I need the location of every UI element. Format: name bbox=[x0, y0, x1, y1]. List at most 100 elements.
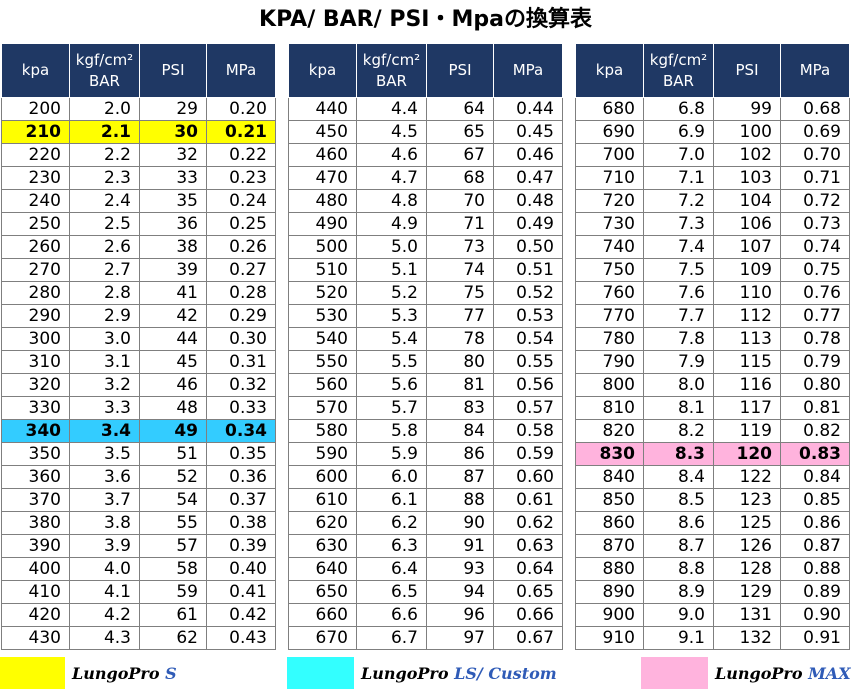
cell-mpa: 0.63 bbox=[493, 534, 563, 558]
cell-kpa: 450 bbox=[288, 120, 357, 144]
table-row: 370 3.7 54 0.37 bbox=[1, 488, 276, 512]
cell-bar: 6.2 bbox=[356, 511, 427, 535]
cell-psi: 71 bbox=[426, 212, 494, 236]
cell-kpa: 410 bbox=[1, 580, 70, 604]
table-row: 540 5.4 78 0.54 bbox=[288, 327, 563, 351]
cell-kpa: 350 bbox=[1, 442, 70, 466]
table-row: 310 3.1 45 0.31 bbox=[1, 350, 276, 374]
cell-kpa: 860 bbox=[575, 511, 644, 535]
cell-mpa: 0.40 bbox=[206, 557, 276, 581]
header-kpa: kpa bbox=[575, 43, 644, 98]
cell-mpa: 0.53 bbox=[493, 304, 563, 328]
cell-kpa: 430 bbox=[1, 626, 70, 650]
cell-kpa: 660 bbox=[288, 603, 357, 627]
cell-kpa: 330 bbox=[1, 396, 70, 420]
table-row: 260 2.6 38 0.26 bbox=[1, 235, 276, 259]
cell-bar: 2.3 bbox=[69, 166, 140, 190]
legend-item-max: LungoPro MAX bbox=[641, 657, 851, 689]
cell-psi: 80 bbox=[426, 350, 494, 374]
cell-kpa: 690 bbox=[575, 120, 644, 144]
cell-kpa: 610 bbox=[288, 488, 357, 512]
cell-psi: 86 bbox=[426, 442, 494, 466]
cell-psi: 81 bbox=[426, 373, 494, 397]
cell-bar: 7.9 bbox=[643, 350, 714, 374]
cell-psi: 122 bbox=[713, 465, 781, 489]
table-row: 290 2.9 42 0.29 bbox=[1, 304, 276, 328]
cell-kpa: 700 bbox=[575, 143, 644, 167]
cell-mpa: 0.83 bbox=[780, 442, 850, 466]
cell-mpa: 0.85 bbox=[780, 488, 850, 512]
cell-mpa: 0.36 bbox=[206, 465, 276, 489]
cell-kpa: 890 bbox=[575, 580, 644, 604]
cell-kpa: 880 bbox=[575, 557, 644, 581]
cell-mpa: 0.78 bbox=[780, 327, 850, 351]
cell-bar: 3.3 bbox=[69, 396, 140, 420]
cell-kpa: 720 bbox=[575, 189, 644, 213]
cell-kpa: 210 bbox=[1, 120, 70, 144]
cell-psi: 41 bbox=[139, 281, 207, 305]
table-row: 810 8.1 117 0.81 bbox=[575, 396, 850, 420]
cell-kpa: 200 bbox=[1, 97, 70, 121]
table-row: 690 6.9 100 0.69 bbox=[575, 120, 850, 144]
conversion-table-1: kpa kgf/cm² BAR PSI MPa 200 2.0 29 0.20 210 2.… bbox=[1, 43, 276, 650]
legend-label: LungoPro MAX bbox=[715, 664, 851, 683]
table-row: 840 8.4 122 0.84 bbox=[575, 465, 850, 489]
conversion-table-2: kpa kgf/cm² BAR PSI MPa 440 4.4 64 0.44 450 4.… bbox=[288, 43, 563, 650]
cell-mpa: 0.86 bbox=[780, 511, 850, 535]
cell-psi: 126 bbox=[713, 534, 781, 558]
cell-bar: 3.2 bbox=[69, 373, 140, 397]
cell-kpa: 500 bbox=[288, 235, 357, 259]
header-bar: kgf/cm² BAR bbox=[69, 43, 140, 98]
cell-kpa: 490 bbox=[288, 212, 357, 236]
cell-kpa: 270 bbox=[1, 258, 70, 282]
cell-mpa: 0.21 bbox=[206, 120, 276, 144]
cell-mpa: 0.88 bbox=[780, 557, 850, 581]
cell-mpa: 0.42 bbox=[206, 603, 276, 627]
cell-psi: 29 bbox=[139, 97, 207, 121]
cell-kpa: 710 bbox=[575, 166, 644, 190]
cell-mpa: 0.60 bbox=[493, 465, 563, 489]
cell-kpa: 670 bbox=[288, 626, 357, 650]
table-row: 420 4.2 61 0.42 bbox=[1, 603, 276, 627]
table-row: 720 7.2 104 0.72 bbox=[575, 189, 850, 213]
cell-mpa: 0.68 bbox=[780, 97, 850, 121]
cell-psi: 42 bbox=[139, 304, 207, 328]
table-row: 870 8.7 126 0.87 bbox=[575, 534, 850, 558]
cell-bar: 8.8 bbox=[643, 557, 714, 581]
cell-bar: 8.5 bbox=[643, 488, 714, 512]
cell-mpa: 0.33 bbox=[206, 396, 276, 420]
cell-psi: 91 bbox=[426, 534, 494, 558]
cell-mpa: 0.65 bbox=[493, 580, 563, 604]
cell-kpa: 420 bbox=[1, 603, 70, 627]
cell-kpa: 810 bbox=[575, 396, 644, 420]
cell-kpa: 370 bbox=[1, 488, 70, 512]
cell-bar: 8.4 bbox=[643, 465, 714, 489]
cell-mpa: 0.25 bbox=[206, 212, 276, 236]
cell-psi: 94 bbox=[426, 580, 494, 604]
cell-kpa: 470 bbox=[288, 166, 357, 190]
cell-mpa: 0.57 bbox=[493, 396, 563, 420]
table-row: 210 2.1 30 0.21 bbox=[1, 120, 276, 144]
table-row: 900 9.0 131 0.90 bbox=[575, 603, 850, 627]
cell-kpa: 900 bbox=[575, 603, 644, 627]
cell-mpa: 0.29 bbox=[206, 304, 276, 328]
cell-bar: 6.1 bbox=[356, 488, 427, 512]
table-row: 610 6.1 88 0.61 bbox=[288, 488, 563, 512]
cell-mpa: 0.32 bbox=[206, 373, 276, 397]
cell-kpa: 440 bbox=[288, 97, 357, 121]
table-row: 320 3.2 46 0.32 bbox=[1, 373, 276, 397]
cell-mpa: 0.62 bbox=[493, 511, 563, 535]
cell-bar: 2.0 bbox=[69, 97, 140, 121]
cell-kpa: 630 bbox=[288, 534, 357, 558]
table-row: 240 2.4 35 0.24 bbox=[1, 189, 276, 213]
cell-psi: 125 bbox=[713, 511, 781, 535]
cell-mpa: 0.31 bbox=[206, 350, 276, 374]
table-row: 450 4.5 65 0.45 bbox=[288, 120, 563, 144]
cell-kpa: 260 bbox=[1, 235, 70, 259]
cell-psi: 93 bbox=[426, 557, 494, 581]
cell-psi: 33 bbox=[139, 166, 207, 190]
table-row: 200 2.0 29 0.20 bbox=[1, 97, 276, 121]
table-row: 710 7.1 103 0.71 bbox=[575, 166, 850, 190]
cell-psi: 104 bbox=[713, 189, 781, 213]
cell-bar: 5.7 bbox=[356, 396, 427, 420]
